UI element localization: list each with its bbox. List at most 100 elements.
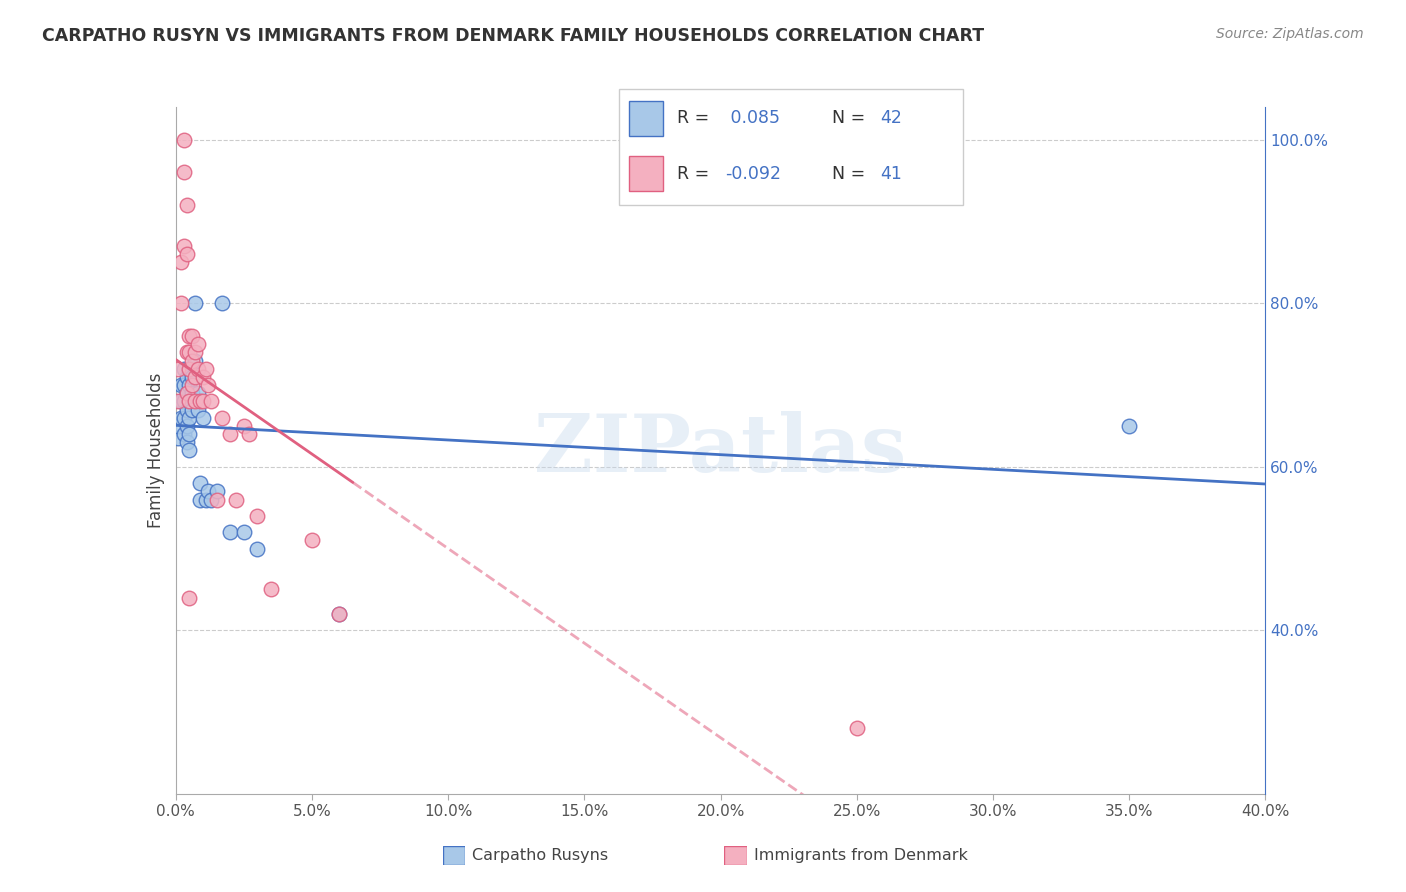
Point [173, 427, 195, 442]
Point [179, 443, 201, 458]
Point [188, 492, 211, 507]
Text: CARPATHO RUSYN VS IMMIGRANTS FROM DENMARK FAMILY HOUSEHOLDS CORRELATION CHART: CARPATHO RUSYN VS IMMIGRANTS FROM DENMAR… [42, 27, 984, 45]
Point [225, 492, 247, 507]
Point [181, 369, 204, 384]
Point [181, 386, 204, 401]
Point [246, 508, 269, 523]
Point [184, 296, 207, 310]
Y-axis label: Family Households: Family Households [146, 373, 165, 528]
Point [173, 410, 195, 425]
Point [232, 525, 254, 540]
Point [170, 410, 193, 425]
Point [167, 361, 190, 376]
Point [170, 378, 193, 392]
Text: N =: N = [832, 165, 870, 183]
Text: ZIPatlas: ZIPatlas [534, 411, 907, 490]
Text: 41: 41 [880, 165, 903, 183]
Text: 0.085: 0.085 [725, 109, 780, 128]
Point [176, 345, 198, 359]
Point [179, 378, 201, 392]
Point [181, 402, 204, 417]
Point [170, 255, 193, 269]
Point [232, 419, 254, 434]
Bar [628, 156, 664, 191]
Point [181, 378, 204, 392]
Point [219, 525, 242, 540]
Text: Source: ZipAtlas.com: Source: ZipAtlas.com [1216, 27, 1364, 41]
Point [179, 427, 201, 442]
Point [173, 239, 195, 253]
Point [173, 378, 195, 392]
Point [176, 247, 198, 261]
Point [179, 345, 201, 359]
Point [181, 329, 204, 343]
Point [194, 361, 217, 376]
Point [191, 369, 214, 384]
Point [179, 361, 201, 376]
Text: Immigrants from Denmark: Immigrants from Denmark [754, 848, 967, 863]
Text: 42: 42 [880, 109, 903, 128]
Point [170, 394, 193, 409]
Bar [628, 101, 664, 136]
Point [167, 431, 190, 445]
Point [179, 591, 201, 605]
FancyBboxPatch shape [619, 89, 963, 205]
Point [1118, 419, 1140, 434]
Point [238, 427, 260, 442]
Point [186, 386, 209, 401]
Point [191, 394, 214, 409]
Point [179, 329, 201, 343]
Text: -0.092: -0.092 [725, 165, 782, 183]
Point [184, 345, 207, 359]
Point [188, 476, 211, 491]
Point [328, 607, 350, 621]
Point [194, 492, 217, 507]
Point [173, 394, 195, 409]
Point [211, 410, 233, 425]
Point [191, 410, 214, 425]
Point [176, 369, 198, 384]
Point [173, 361, 195, 376]
Point [181, 353, 204, 368]
Point [219, 427, 242, 442]
Point [188, 394, 211, 409]
Point [179, 361, 201, 376]
Point [176, 198, 198, 212]
Point [184, 353, 207, 368]
Point [176, 435, 198, 450]
Point [184, 394, 207, 409]
Point [176, 386, 198, 401]
Point [179, 394, 201, 409]
Point [197, 378, 219, 392]
Point [179, 410, 201, 425]
Point [176, 419, 198, 434]
Point [260, 582, 283, 597]
Point [328, 607, 350, 621]
Point [170, 394, 193, 409]
Point [301, 533, 323, 548]
Text: Carpatho Rusyns: Carpatho Rusyns [472, 848, 609, 863]
Point [167, 394, 190, 409]
Text: R =: R = [678, 165, 714, 183]
Point [205, 484, 228, 499]
Point [246, 541, 269, 556]
Point [197, 484, 219, 499]
Point [211, 296, 233, 310]
Point [170, 296, 193, 310]
Point [176, 402, 198, 417]
Point [176, 386, 198, 401]
Point [186, 361, 209, 376]
Point [173, 165, 195, 179]
Point [184, 369, 207, 384]
Point [186, 337, 209, 351]
Text: N =: N = [832, 109, 870, 128]
Point [167, 419, 190, 434]
Point [200, 492, 222, 507]
Point [845, 722, 868, 736]
Point [186, 402, 209, 417]
Point [179, 394, 201, 409]
Point [205, 492, 228, 507]
Text: R =: R = [678, 109, 714, 128]
Point [173, 133, 195, 147]
Point [200, 394, 222, 409]
